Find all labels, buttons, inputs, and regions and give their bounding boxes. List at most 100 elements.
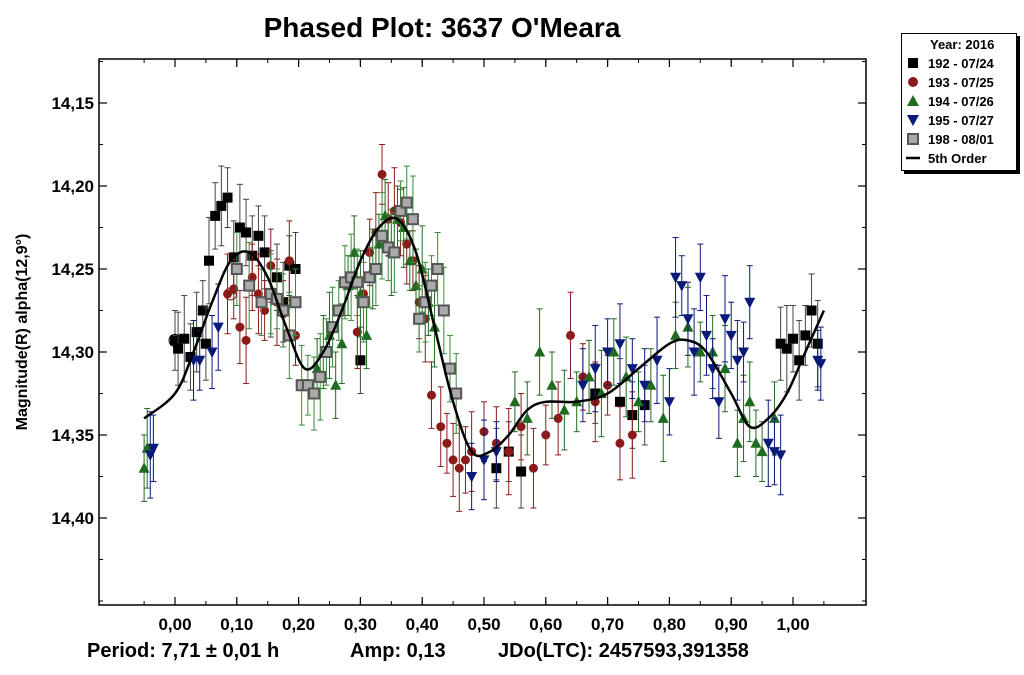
x-tick-label: 0,20	[282, 615, 315, 634]
data-point-inner	[266, 289, 275, 298]
x-tick-label: 0,70	[591, 615, 624, 634]
x-tick-label: 1,00	[776, 615, 809, 634]
data-point	[426, 390, 436, 400]
data-point	[466, 472, 478, 483]
data-point	[614, 339, 626, 350]
data-point-inner	[402, 198, 411, 207]
data-point	[516, 466, 527, 477]
data-point	[602, 347, 614, 358]
phased-plot-chart: 0,00 0,10 0,20 0,30 0,40 0,50 0,60 0,70 0,80 0,90…	[14, 58, 867, 634]
data-point	[200, 338, 211, 349]
series-4	[230, 165, 463, 434]
legend-item-fit: 5th Order	[902, 149, 1016, 168]
data-point-inner	[371, 265, 380, 273]
data-point	[800, 330, 811, 341]
data-point	[725, 330, 737, 342]
data-point	[815, 359, 827, 370]
data-point	[738, 347, 750, 358]
data-point	[700, 330, 712, 342]
data-point-inner	[232, 265, 241, 273]
data-point	[170, 335, 180, 346]
data-point-inner	[421, 298, 430, 307]
data-point	[203, 255, 214, 266]
x-tick-label: 0,40	[406, 615, 439, 634]
data-point	[241, 227, 252, 238]
jdo-text: JDo(LTC): 2457593,391358	[498, 640, 749, 662]
data-point	[719, 362, 731, 374]
legend-item-194: 194 - 07/26	[902, 92, 1016, 111]
data-point	[212, 322, 224, 334]
data-point	[639, 380, 651, 392]
data-point	[731, 355, 743, 367]
period-text: Period: 7,71 ± 0,01 h	[87, 640, 280, 662]
data-point	[756, 445, 768, 457]
legend-label: 5th Order	[928, 151, 987, 166]
fit-curve	[143, 216, 826, 458]
data-point-inner	[322, 348, 331, 356]
data-point	[194, 355, 206, 367]
x-tick-label: 0,00	[158, 615, 191, 634]
data-point	[521, 412, 533, 423]
data-point-inner	[452, 389, 461, 398]
legend-triangle-green-icon	[907, 95, 919, 106]
data-point	[768, 412, 780, 423]
data-point-inner	[334, 306, 343, 315]
data-point	[657, 412, 669, 423]
data-point-inner	[310, 389, 319, 398]
data-point	[546, 379, 558, 390]
data-point	[460, 455, 470, 465]
data-point-inner	[384, 243, 393, 252]
data-point	[377, 169, 387, 179]
plot-frame	[98, 58, 867, 606]
data-point-inner	[415, 314, 424, 323]
data-point	[336, 337, 348, 349]
y-tick-label: 14,15	[51, 94, 94, 113]
data-point-inner	[245, 281, 254, 290]
y-tick-label: 14,35	[51, 426, 94, 445]
y-tick-label: 14,25	[51, 260, 94, 279]
data-point	[775, 450, 787, 461]
data-point-inner	[408, 215, 417, 224]
data-point	[234, 222, 245, 233]
data-point-inner	[316, 372, 325, 381]
data-point	[553, 413, 563, 423]
legend: Year: 2016 192 - 07/24 193 - 07/25 194 -…	[901, 33, 1017, 171]
data-point	[330, 379, 342, 390]
data-point-inner	[297, 381, 306, 390]
data-point	[541, 430, 551, 440]
data-point-inner	[303, 381, 312, 390]
data-point	[744, 297, 756, 309]
data-point	[197, 305, 208, 316]
data-point-inner	[433, 265, 442, 273]
y-axis-label: Magnitude(R) alpha(12,9°)	[14, 234, 31, 431]
data-point	[216, 200, 227, 211]
data-point-inner	[427, 281, 436, 290]
phase-marker	[168, 333, 182, 347]
x-tick-label: 0,30	[344, 615, 377, 634]
data-point-inner	[257, 298, 266, 307]
data-point-inner	[359, 298, 368, 307]
data-point	[775, 338, 786, 349]
data-point	[222, 192, 233, 203]
chart-footer: Period: 7,71 ± 0,01 h Amp: 0,13 JDo(LTC)…	[0, 640, 884, 670]
legend-square-gray-icon	[907, 133, 919, 145]
data-point	[402, 239, 412, 249]
data-point	[608, 346, 620, 357]
legend-label: 194 - 07/26	[928, 94, 994, 109]
data-point	[719, 314, 731, 325]
legend-label: 193 - 07/25	[928, 75, 994, 90]
legend-item-195: 195 - 07/27	[902, 111, 1016, 130]
legend-item-198: 198 - 08/01	[902, 130, 1016, 149]
legend-item-193: 193 - 07/25	[902, 73, 1016, 92]
data-point	[577, 380, 589, 392]
data-point	[688, 347, 700, 358]
data-point	[633, 395, 644, 407]
series-3	[144, 236, 827, 511]
data-point-inner	[353, 278, 362, 287]
data-point	[694, 346, 706, 357]
data-point	[442, 438, 452, 448]
data-point	[731, 437, 743, 448]
data-point	[682, 314, 694, 325]
data-point	[253, 289, 263, 299]
data-point	[454, 463, 464, 473]
